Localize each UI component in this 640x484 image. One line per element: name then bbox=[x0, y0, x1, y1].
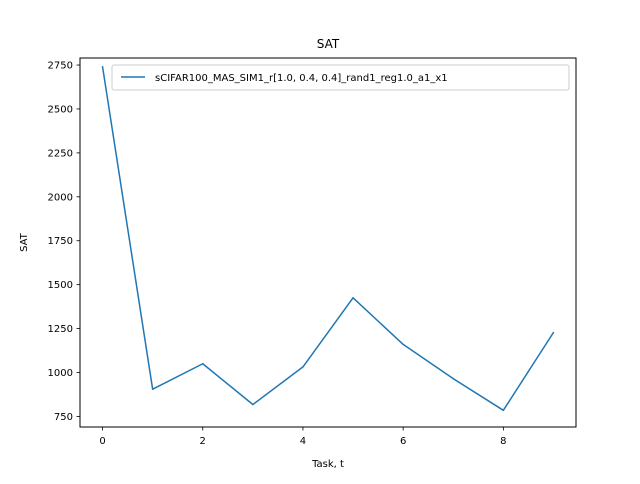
x-axis-label: Task, t bbox=[311, 459, 344, 470]
legend-label: sCIFAR100_MAS_SIM1_r[1.0, 0.4, 0.4]_rand… bbox=[155, 73, 448, 84]
data-point bbox=[502, 409, 505, 412]
x-tick-label: 0 bbox=[99, 436, 105, 447]
data-point bbox=[552, 331, 555, 334]
chart-title: SAT bbox=[317, 37, 340, 51]
legend: sCIFAR100_MAS_SIM1_r[1.0, 0.4, 0.4]_rand… bbox=[111, 64, 570, 91]
data-point bbox=[252, 403, 254, 406]
x-tick-label: 2 bbox=[200, 436, 206, 447]
series-group bbox=[101, 66, 555, 412]
y-tick-label: 750 bbox=[54, 412, 73, 423]
x-tick-label: 8 bbox=[500, 436, 506, 447]
series-line bbox=[101, 66, 555, 412]
y-tick-label: 1000 bbox=[48, 368, 73, 379]
y-tick-label: 2250 bbox=[48, 148, 73, 159]
data-point bbox=[151, 388, 154, 390]
data-point bbox=[352, 297, 354, 299]
x-tick-label: 6 bbox=[400, 436, 406, 447]
data-point bbox=[101, 66, 104, 68]
plot-frame bbox=[79, 57, 577, 428]
data-point bbox=[452, 377, 455, 380]
data-point bbox=[302, 366, 304, 368]
data-point bbox=[201, 362, 204, 365]
x-axis-ticks: 0 2 4 6 8 bbox=[99, 427, 507, 447]
legend-box bbox=[111, 64, 570, 91]
y-tick-label: 1500 bbox=[48, 280, 73, 291]
y-axis-ticks: 750 1000 1250 1500 1750 2000 2250 2500 2750 bbox=[48, 61, 80, 423]
y-tick-label: 2500 bbox=[48, 104, 73, 115]
y-tick-label: 2750 bbox=[48, 61, 73, 72]
y-axis-label: SAT bbox=[19, 232, 30, 252]
y-tick-label: 2000 bbox=[48, 192, 73, 203]
y-tick-label: 1250 bbox=[48, 324, 73, 335]
y-tick-label: 1750 bbox=[48, 236, 73, 247]
x-tick-label: 4 bbox=[300, 436, 306, 447]
data-point bbox=[402, 343, 404, 346]
